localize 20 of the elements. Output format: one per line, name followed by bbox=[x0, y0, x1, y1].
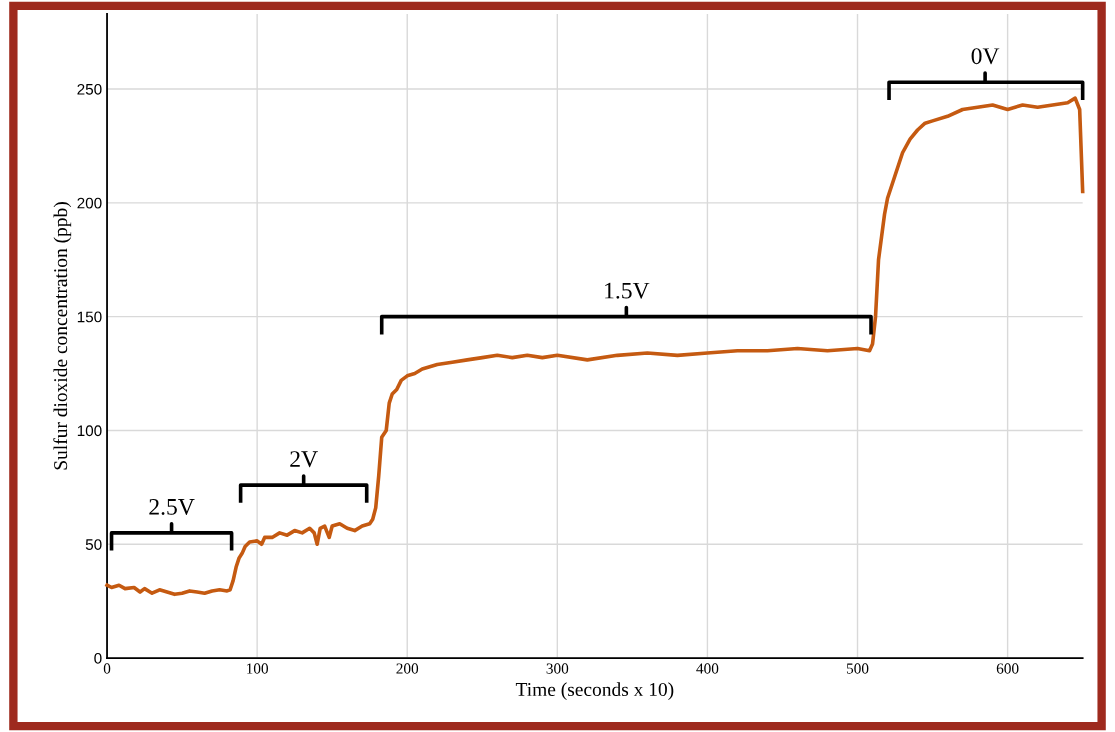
y-tick-label: 0 bbox=[94, 652, 102, 664]
x-tick-label: 200 bbox=[396, 663, 419, 674]
y-tick-label: 200 bbox=[77, 197, 102, 209]
annotation: 2.5V bbox=[149, 498, 195, 515]
y-tick-label: 50 bbox=[85, 539, 102, 550]
y-tick-label: 100 bbox=[77, 425, 102, 437]
line-series bbox=[105, 96, 1085, 597]
y-tick-label: 150 bbox=[77, 311, 102, 323]
x-tick-label: 0 bbox=[103, 663, 111, 674]
x-tick-label: 400 bbox=[696, 663, 719, 674]
x-tick-label: 100 bbox=[247, 663, 269, 674]
annotation: 1.5V bbox=[605, 282, 650, 299]
x-tick-label: 300 bbox=[546, 663, 569, 674]
y-tick-label: 250 bbox=[77, 83, 102, 95]
annotation: 2V bbox=[290, 451, 318, 468]
annotation: 0V bbox=[971, 48, 1000, 65]
x-tick-label: 600 bbox=[996, 663, 1019, 674]
y-axis-title: Sulfur dioxide concentration (ppb) bbox=[53, 202, 72, 470]
x-tick-label: 500 bbox=[846, 663, 869, 674]
x-axis-title: Time (seconds x 10) bbox=[515, 682, 674, 700]
